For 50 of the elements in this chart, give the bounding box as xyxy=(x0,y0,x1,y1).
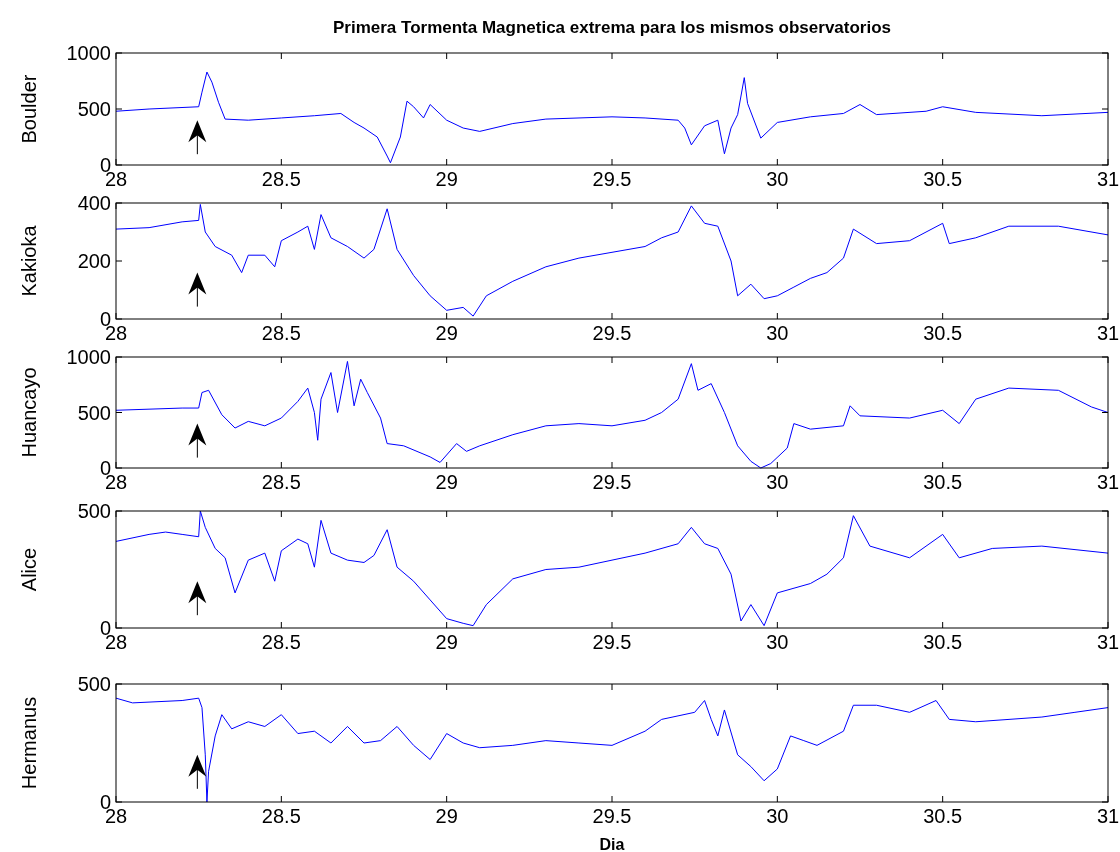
x-tick-label: 30 xyxy=(766,631,789,653)
x-tick-label: 30.5 xyxy=(923,471,963,493)
x-tick-label: 30 xyxy=(766,471,789,493)
x-tick-label: 31 xyxy=(1096,631,1120,653)
x-tick-label: 29.5 xyxy=(592,168,632,190)
x-tick-label: 31 xyxy=(1096,471,1120,493)
x-tick-label: 30.5 xyxy=(923,631,963,653)
y-axis-title: Alice xyxy=(18,547,40,592)
y-tick-label: 200 xyxy=(77,250,111,272)
x-tick-label: 29.5 xyxy=(592,631,632,653)
y-tick-label: 400 xyxy=(77,192,111,214)
x-tick-label: 28.5 xyxy=(261,631,301,653)
x-tick-label: 28.5 xyxy=(261,322,301,344)
x-tick-label: 29 xyxy=(435,322,458,344)
y-tick-label: 1000 xyxy=(66,42,111,64)
x-tick-label: 28.5 xyxy=(261,805,301,827)
y-tick-label: 500 xyxy=(77,98,111,120)
line-series xyxy=(115,697,1109,803)
y-tick-label: 1000 xyxy=(66,346,111,368)
y-tick-label: 500 xyxy=(77,401,111,424)
x-tick-label: 31 xyxy=(1096,322,1120,344)
x-tick-label: 30.5 xyxy=(923,322,963,344)
x-tick-label: 30.5 xyxy=(923,168,963,190)
x-tick-label: 30 xyxy=(766,805,789,827)
x-tick-label: 29.5 xyxy=(592,471,632,493)
line-series xyxy=(115,203,1109,317)
y-tick-label: 500 xyxy=(77,673,111,695)
y-tick-label: 500 xyxy=(77,500,111,522)
line-series xyxy=(115,360,1109,469)
x-tick-label: 31 xyxy=(1096,168,1120,190)
chart-title: Primera Tormenta Magnetica extrema para los mismos observatorios xyxy=(332,18,892,37)
x-axis-title: Dia xyxy=(599,836,625,852)
y-axis-title: Boulder xyxy=(18,74,40,144)
line-series xyxy=(115,71,1109,164)
x-tick-label: 29 xyxy=(435,471,458,493)
y-axis-title: Kakioka xyxy=(18,224,40,297)
x-tick-label: 30 xyxy=(766,322,789,344)
y-axis-title: Hermanus xyxy=(18,696,40,790)
x-tick-label: 29 xyxy=(435,805,458,827)
x-tick-label: 29 xyxy=(435,168,458,190)
x-tick-label: 30 xyxy=(766,168,789,190)
x-tick-label: 28.5 xyxy=(261,168,301,190)
x-tick-label: 30.5 xyxy=(923,805,963,827)
x-tick-label: 29 xyxy=(435,631,458,653)
x-tick-label: 28.5 xyxy=(261,471,301,493)
x-tick-label: 29.5 xyxy=(592,805,632,827)
x-tick-label: 29.5 xyxy=(592,322,632,344)
line-series xyxy=(115,510,1109,627)
x-tick-label: 31 xyxy=(1096,805,1120,827)
y-axis-title: Huancayo xyxy=(18,367,40,458)
